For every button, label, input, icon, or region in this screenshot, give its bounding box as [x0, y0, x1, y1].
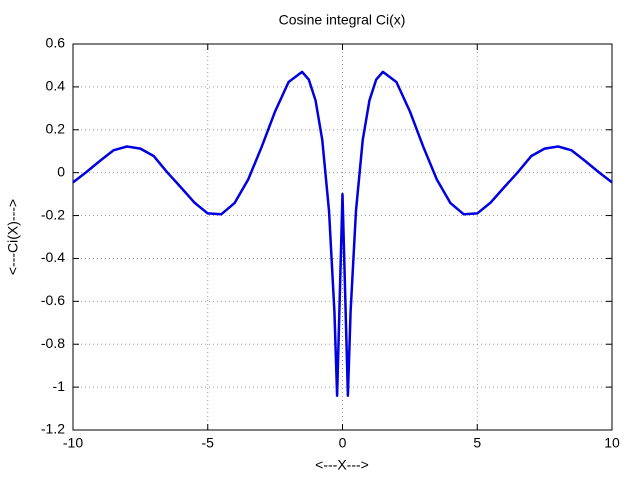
y-tick-label: -0.4	[41, 249, 65, 265]
y-tick-label: -0.6	[41, 292, 65, 308]
plot-border	[72, 43, 613, 431]
y-tick-label: 0.6	[46, 35, 66, 51]
y-tick-label: -1.2	[41, 421, 65, 437]
y-tick-label: -0.8	[41, 335, 65, 351]
data-line	[72, 70, 613, 397]
y-tick-label: -1	[53, 378, 66, 394]
x-tick-label: -10	[63, 435, 83, 451]
chart-title: Cosine integral Ci(x)	[279, 12, 406, 28]
y-tick-label: 0.2	[46, 120, 66, 136]
y-axis-label: <---Ci(X)--->	[5, 199, 21, 275]
y-tick-label: 0.4	[46, 78, 66, 94]
y-tick-label: 0	[57, 163, 65, 179]
x-tick-label: 5	[473, 435, 481, 451]
x-tick-label: -5	[202, 435, 215, 451]
x-tick-label: 10	[604, 435, 620, 451]
x-tick-label: 0	[339, 435, 347, 451]
y-tick-label: -0.2	[41, 206, 65, 222]
x-axis-label: <---X--->	[315, 457, 369, 473]
